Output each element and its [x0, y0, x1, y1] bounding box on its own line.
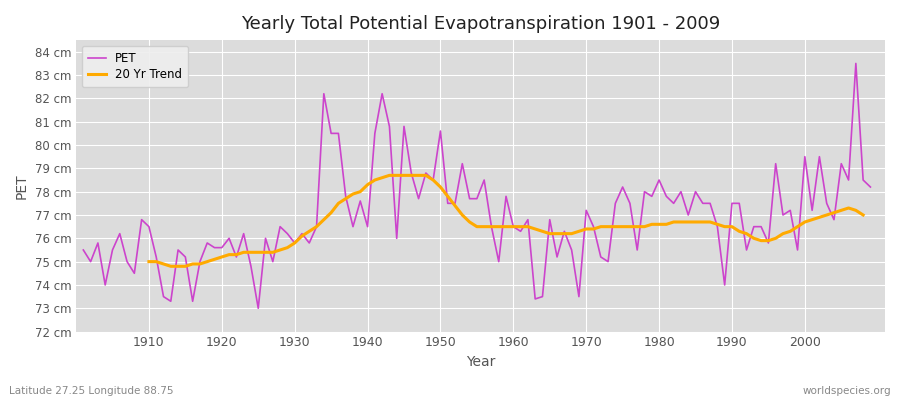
20 Yr Trend [384, 173, 395, 178]
PET [603, 259, 614, 264]
PET [515, 229, 526, 234]
20 Yr Trend [719, 224, 730, 229]
20 Yr Trend [319, 217, 329, 222]
20 Yr Trend [537, 229, 548, 234]
PET [347, 224, 358, 229]
20 Yr Trend [143, 259, 154, 264]
PET [865, 185, 876, 190]
PET [850, 61, 861, 66]
Text: worldspecies.org: worldspecies.org [803, 386, 891, 396]
Y-axis label: PET: PET [15, 173, 29, 199]
X-axis label: Year: Year [466, 355, 495, 369]
20 Yr Trend [340, 196, 351, 201]
PET [253, 306, 264, 311]
Legend: PET, 20 Yr Trend: PET, 20 Yr Trend [82, 46, 188, 87]
PET [508, 224, 518, 229]
Text: Latitude 27.25 Longitude 88.75: Latitude 27.25 Longitude 88.75 [9, 386, 174, 396]
PET [136, 217, 147, 222]
PET [304, 240, 315, 245]
Line: PET: PET [84, 64, 870, 308]
20 Yr Trend [166, 264, 176, 269]
Title: Yearly Total Potential Evapotranspiration 1901 - 2009: Yearly Total Potential Evapotranspiratio… [241, 15, 720, 33]
20 Yr Trend [515, 224, 526, 229]
20 Yr Trend [858, 212, 868, 217]
PET [78, 248, 89, 252]
20 Yr Trend [369, 178, 380, 182]
Line: 20 Yr Trend: 20 Yr Trend [148, 175, 863, 266]
